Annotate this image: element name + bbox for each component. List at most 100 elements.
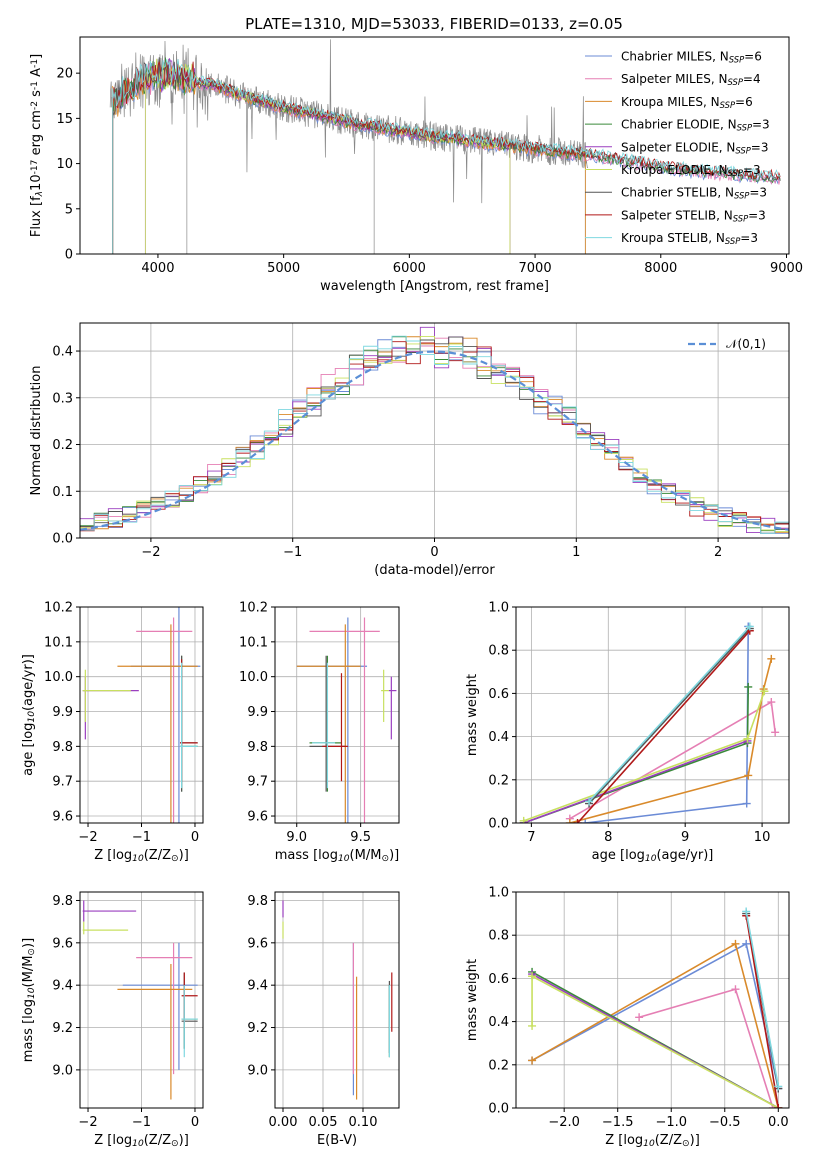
residual-histogram <box>80 341 789 532</box>
y-tick-label: 0.2 <box>52 438 73 453</box>
weight-line <box>531 942 780 1108</box>
x-tick-label: 9.5 <box>350 830 371 845</box>
x-axis-label: wavelength [Angstrom, rest frame] <box>320 279 549 294</box>
x-tick-label: −1 <box>283 545 302 560</box>
y-tick-label: 20 <box>56 67 73 82</box>
y-tick-label: 0.4 <box>488 1015 509 1030</box>
y-tick-label: 9.9 <box>52 705 73 720</box>
x-axis-label: E(B-V) <box>317 1133 357 1148</box>
y-tick-label: 0.1 <box>52 485 73 500</box>
legend: 𝒩(0,1) <box>688 337 766 351</box>
x-tick-label: 0 <box>430 545 438 560</box>
y-tick-label: 9.0 <box>52 1063 73 1078</box>
x-tick-label: −0.5 <box>709 1115 741 1130</box>
legend-label: Salpeter STELIB, NSSP=3 <box>621 208 766 223</box>
y-axis-label: age [log10(age/yr)] <box>21 654 37 776</box>
axes-frame <box>79 36 790 255</box>
axes-frame <box>79 891 204 1109</box>
legend-label: Salpeter ELODIE, NSSP=3 <box>621 140 769 155</box>
y-tick-label: 9.8 <box>52 894 73 909</box>
y-tick-label: 0.2 <box>488 773 509 788</box>
legend-label: Kroupa STELIB, NSSP=3 <box>621 231 758 246</box>
x-axis-label: (data-model)/error <box>374 563 495 578</box>
legend-label: 𝒩(0,1) <box>726 337 766 351</box>
weight-line <box>638 988 774 1108</box>
legend-label: Kroupa MILES, NSSP=6 <box>621 95 753 110</box>
x-tick-label: 9.0 <box>286 830 307 845</box>
x-tick-label: 1 <box>572 545 580 560</box>
plot-area <box>82 900 198 1100</box>
y-tick-label: 9.6 <box>247 936 268 951</box>
model-spectrum-line <box>112 60 781 254</box>
y-tick-label: 0.0 <box>488 817 509 832</box>
x-tick-label: 4000 <box>141 261 174 276</box>
y-tick-label: 10.2 <box>239 601 268 616</box>
weight-marker <box>744 682 753 691</box>
y-tick-label: 0.3 <box>52 391 73 406</box>
legend-label: Chabrier ELODIE, NSSP=3 <box>621 118 770 133</box>
y-tick-label: 9.8 <box>247 740 268 755</box>
y-tick-label: 0.8 <box>488 929 509 944</box>
y-tick-label: 0.4 <box>52 345 73 360</box>
figure-title: PLATE=1310, MJD=53033, FIBERID=0133, z=0… <box>245 15 623 33</box>
weight-marker <box>743 734 752 743</box>
y-tick-label: 5 <box>65 202 73 217</box>
weight-line <box>569 658 773 823</box>
x-tick-label: −1.5 <box>602 1115 634 1130</box>
x-axis-label: Z [log10(Z/Z⊙)] <box>94 848 189 864</box>
y-tick-label: 0 <box>65 248 73 263</box>
legend-label: Kroupa ELODIE, NSSP=3 <box>621 163 761 178</box>
axes-frame <box>515 891 790 1109</box>
y-tick-label: 9.7 <box>247 775 268 790</box>
x-tick-label: 5000 <box>267 261 300 276</box>
y-tick-label: 9.7 <box>52 775 73 790</box>
y-tick-label: 9.2 <box>52 1021 73 1036</box>
weight-marker <box>528 1021 537 1030</box>
x-tick-label: 7000 <box>519 261 552 276</box>
y-tick-label: 9.6 <box>52 936 73 951</box>
legend-label: Salpeter MILES, NSSP=4 <box>621 72 761 87</box>
x-tick-label: −2 <box>78 830 97 845</box>
panel-5: 7 8 9 10 0.0 0.2 0.4 0.6 0.8 1.0 age [log10(age/yr… <box>465 601 790 864</box>
plot-area <box>528 907 783 1108</box>
weight-marker <box>585 797 594 806</box>
y-axis-label: Flux [fλ10-17 erg cm-2 s-1 A-1] <box>29 54 45 237</box>
x-tick-label: 0.0 <box>768 1115 789 1130</box>
axes-frame <box>79 322 790 539</box>
model-spectrum-line <box>112 57 781 254</box>
x-tick-label: 0.00 <box>269 1115 298 1130</box>
weight-marker <box>742 907 751 916</box>
x-tick-label: −1 <box>132 830 151 845</box>
model-spectrum-line <box>112 59 781 254</box>
y-tick-label: 10.0 <box>44 670 73 685</box>
x-tick-label: 0.05 <box>309 1115 338 1130</box>
y-tick-label: 0.2 <box>488 1058 509 1073</box>
panel-7: 0.00 0.05 0.10 9.0 9.2 9.4 9.6 9.8 E(B-V) <box>247 891 400 1148</box>
panel-8: −2.0 −1.5 −1.0 −0.5 0.0 0.0 0.2 0.4 0.6 0.8 1.0 Z [… <box>465 886 790 1149</box>
weight-marker <box>528 972 537 981</box>
x-tick-label: 8000 <box>644 261 677 276</box>
x-tick-label: 8 <box>604 830 612 845</box>
y-axis-label: mass [log10(M/M⊙)] <box>21 938 37 1062</box>
panel-2: −2 −1 0 1 2 0.0 0.1 0.2 0.3 0.4 (data-model)/error… <box>29 322 790 578</box>
axes-frame <box>79 606 204 824</box>
weight-marker <box>774 1082 783 1091</box>
y-tick-label: 10.1 <box>239 635 268 650</box>
panel-3: −2 −1 0 9.6 9.7 9.8 9.9 10.0 10.1 10.2 Z [log10(Z/… <box>21 601 204 864</box>
weight-marker <box>767 654 776 663</box>
x-tick-label: 7 <box>527 830 535 845</box>
weight-line <box>531 974 779 1108</box>
y-tick-label: 9.9 <box>247 705 268 720</box>
y-tick-label: 9.2 <box>247 1021 268 1036</box>
x-axis-label: mass [log10(M/M⊙)] <box>275 848 399 864</box>
weight-marker <box>742 939 751 948</box>
y-axis-label: Normed distribution <box>29 366 44 496</box>
weight-line <box>588 628 751 805</box>
weight-marker <box>519 816 528 823</box>
weight-marker <box>774 1104 783 1108</box>
weight-marker <box>528 1056 537 1065</box>
x-tick-label: 0.10 <box>349 1115 378 1130</box>
axes-frame <box>515 606 790 824</box>
weight-marker <box>635 1013 644 1022</box>
